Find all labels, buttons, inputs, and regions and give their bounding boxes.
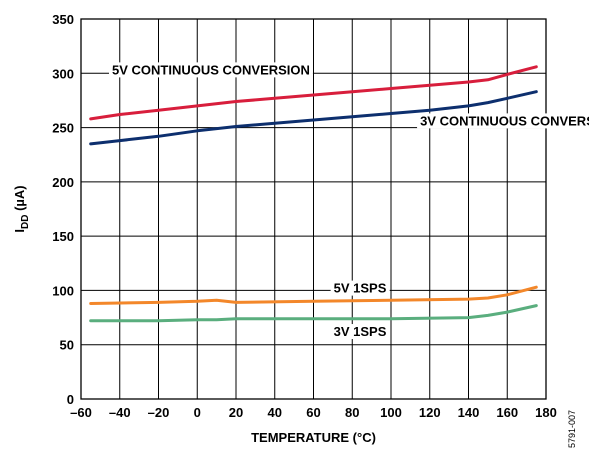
series-label-3v-continuous-conversion: 3V CONTINUOUS CONVERSION [420, 113, 589, 128]
y-axis-title-main: I [12, 229, 27, 233]
series-line-3v-1sps [89, 304, 538, 323]
y-axis-title-unit: (µA) [12, 185, 27, 214]
y-tick-label: 50 [60, 338, 74, 353]
x-tick-label: 180 [535, 405, 557, 420]
figure-code: 5791-007 [567, 410, 577, 448]
plot-frame [80, 18, 547, 400]
series-label-background [109, 62, 313, 78]
y-tick-label: 100 [52, 283, 74, 298]
y-axis-title: IDD (µA) [12, 185, 31, 232]
x-tick-label: –40 [109, 405, 131, 420]
series-label-background [330, 324, 390, 340]
series-line-3v-continuous-conversion [89, 90, 538, 146]
series-layer [89, 65, 538, 323]
x-tick-label: 120 [419, 405, 441, 420]
x-tick-label: 60 [306, 405, 320, 420]
y-tick-labels: 0 50 100 150 200 250 300 350 [52, 12, 74, 407]
x-axis-title: TEMPERATURE (°C) [251, 430, 376, 445]
series-label-background [330, 280, 390, 296]
series-line-5v-continuous-conversion [89, 65, 538, 121]
x-tick-label: 20 [229, 405, 243, 420]
y-tick-label: 200 [52, 175, 74, 190]
y-tick-label: 0 [67, 392, 74, 407]
x-tick-label: –60 [70, 405, 92, 420]
x-tick-label: 0 [194, 405, 201, 420]
y-tick-label: 350 [52, 12, 74, 27]
series-label-background [417, 113, 589, 129]
series-label-5v-continuous-conversion: 5V CONTINUOUS CONVERSION [112, 62, 310, 77]
x-tick-label: –20 [148, 405, 170, 420]
y-tick-label: 150 [52, 229, 74, 244]
series-annotations: 5V CONTINUOUS CONVERSION 3V CONTINUOUS CO… [109, 62, 589, 340]
y-axis-title-subscript: DD [20, 215, 31, 229]
y-tick-label: 250 [52, 121, 74, 136]
x-tick-label: 100 [380, 405, 402, 420]
x-tick-label: 160 [496, 405, 518, 420]
x-tick-label: 80 [345, 405, 359, 420]
series-line-5v-1sps [89, 285, 538, 305]
x-tick-label: 40 [268, 405, 282, 420]
series-label-3v-1sps: 3V 1SPS [334, 324, 387, 339]
x-tick-labels: –60 –40 –20 0 20 40 60 80 100 120 140 160 180 [70, 405, 557, 420]
series-label-5v-1sps: 5V 1SPS [334, 281, 387, 296]
x-tick-label: 140 [458, 405, 480, 420]
y-tick-label: 300 [52, 66, 74, 81]
grid-lines [81, 19, 546, 399]
